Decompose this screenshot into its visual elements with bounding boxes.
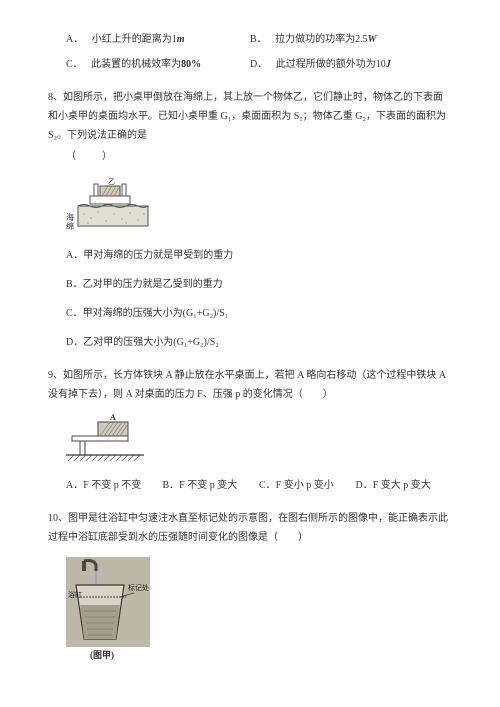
q9-figure: A [66, 414, 452, 462]
q9-text: 如图所示，长方体铁块 A 静止放在水平桌面上，若把 A 略向右移动（这个过程中铁… [48, 370, 446, 400]
option-d-text: 此过程所做的额外功为 [276, 59, 376, 70]
q8-option-c: C．甲对海绵的压强大小为(G₁+G₂)/S₁ [66, 304, 452, 323]
option-c-text: 此装置的机械效率为 [91, 59, 181, 70]
q9-optD-text: F 变大 p 变大 [373, 480, 431, 491]
q9-option-c: C．F 变小 p 变小 [259, 476, 356, 495]
q8-option-a: A．甲对海绵的压力就是甲受到的重力 [66, 246, 452, 265]
q9-optB-label: B． [163, 480, 180, 491]
q8-optD-label: D． [66, 337, 83, 348]
q8-option-b: B．乙对甲的压力就是乙受到的重力 [66, 275, 452, 294]
q9-options: A．F 不变 p 不变 B．F 不变 p 变大 C．F 变小 p 变小 D．F … [48, 476, 452, 495]
option-d: D． 此过程所做的额外功为10J [250, 55, 452, 74]
q8-optD-text: 乙对甲的压强大小为(G₁+G₂)/S₂ [83, 337, 219, 348]
option-c-label: C． [66, 59, 83, 70]
q9-figure-svg: A [66, 414, 156, 462]
option-a-label: A． [66, 34, 83, 45]
q8-optA-label: A． [66, 250, 83, 261]
option-b-text: 拉力做功的功率为 [275, 34, 355, 45]
option-c: C． 此装置的机械效率为80% [48, 55, 250, 74]
q9-optB-text: F 不变 p 变大 [179, 480, 237, 491]
q9-optA-text: F 不变 p 不变 [83, 480, 141, 491]
option-b: B． 拉力做功的功率为2.5W [250, 30, 452, 49]
question-10: 10、图甲是往浴缸中匀速注水直至标记处的示意图，在图右侧所示的图像中，能正确表示… [48, 509, 452, 547]
top-options-row-2: C． 此装置的机械效率为80% D． 此过程所做的额外功为10J [48, 55, 452, 74]
option-a-text: 小红上升的距离为 [92, 34, 172, 45]
option-c-value: 80% [181, 59, 201, 70]
q8-optA-text: 甲对海绵的压力就是甲受到的重力 [83, 250, 233, 261]
q8-optC-label: C． [66, 308, 83, 319]
svg-text:浴缸: 浴缸 [68, 590, 82, 599]
q8-fig-obj-label: 乙 [108, 178, 115, 186]
q8-figure: 乙 海 绵 [66, 176, 452, 232]
q9-optC-label: C． [259, 480, 276, 491]
option-d-value: 10 [376, 59, 386, 70]
q10-text: 图甲是往浴缸中匀速注水直至标记处的示意图，在图右侧所示的图像中，能正确表示此过程… [48, 513, 448, 543]
q9-option-a: A．F 不变 p 不变 [66, 476, 163, 495]
q10-fig-caption: (图甲) [90, 650, 114, 660]
q9-option-d: D．F 变大 p 变大 [356, 476, 453, 495]
option-a-unit: m [177, 34, 185, 45]
option-d-label: D． [250, 59, 267, 70]
q8-paren: （ ） [48, 147, 452, 166]
q8-figure-svg: 乙 海 绵 [66, 176, 162, 232]
question-8: 8、如图所示，把小桌甲倒放在海绵上，其上放一个物体乙，它们静止时，物体乙的下表面… [48, 88, 452, 166]
q9-optD-label: D． [356, 480, 373, 491]
q9-optA-label: A． [66, 480, 83, 491]
q10-fig-mark-label: 标记处 [128, 583, 149, 592]
q9-fig-block-label: A [110, 414, 116, 422]
q8-number: 8、 [48, 92, 63, 103]
q8-fig-sponge-label: 海 [66, 212, 74, 222]
option-a: A． 小红上升的距离为1m [48, 30, 250, 49]
q8-text: 如图所示，把小桌甲倒放在海绵上，其上放一个物体乙，它们静止时，物体乙的下表面和小… [48, 92, 446, 141]
option-b-label: B． [250, 34, 267, 45]
q10-number: 10、 [48, 513, 68, 524]
option-b-unit: W [368, 34, 377, 45]
q9-optC-text: F 变小 p 变小 [276, 480, 334, 491]
q10-figure-svg: 标记处 浴缸 (图甲) [66, 557, 150, 661]
q8-option-d: D．乙对甲的压强大小为(G₁+G₂)/S₂ [66, 333, 452, 352]
option-b-value: 2.5 [355, 34, 368, 45]
q10-figure: 标记处 浴缸 (图甲) [66, 557, 452, 661]
q8-optB-label: B． [66, 279, 83, 290]
option-d-unit: J [386, 59, 391, 70]
q9-option-b: B．F 不变 p 变大 [163, 476, 260, 495]
top-options-row-1: A． 小红上升的距离为1m B． 拉力做功的功率为2.5W [48, 30, 452, 49]
q8-optB-text: 乙对甲的压力就是乙受到的重力 [83, 279, 223, 290]
question-9: 9、如图所示，长方体铁块 A 静止放在水平桌面上，若把 A 略向右移动（这个过程… [48, 366, 452, 404]
q8-optC-text: 甲对海绵的压强大小为(G₁+G₂)/S₁ [83, 308, 229, 319]
q9-number: 9、 [48, 370, 63, 381]
svg-text:绵: 绵 [66, 221, 74, 231]
